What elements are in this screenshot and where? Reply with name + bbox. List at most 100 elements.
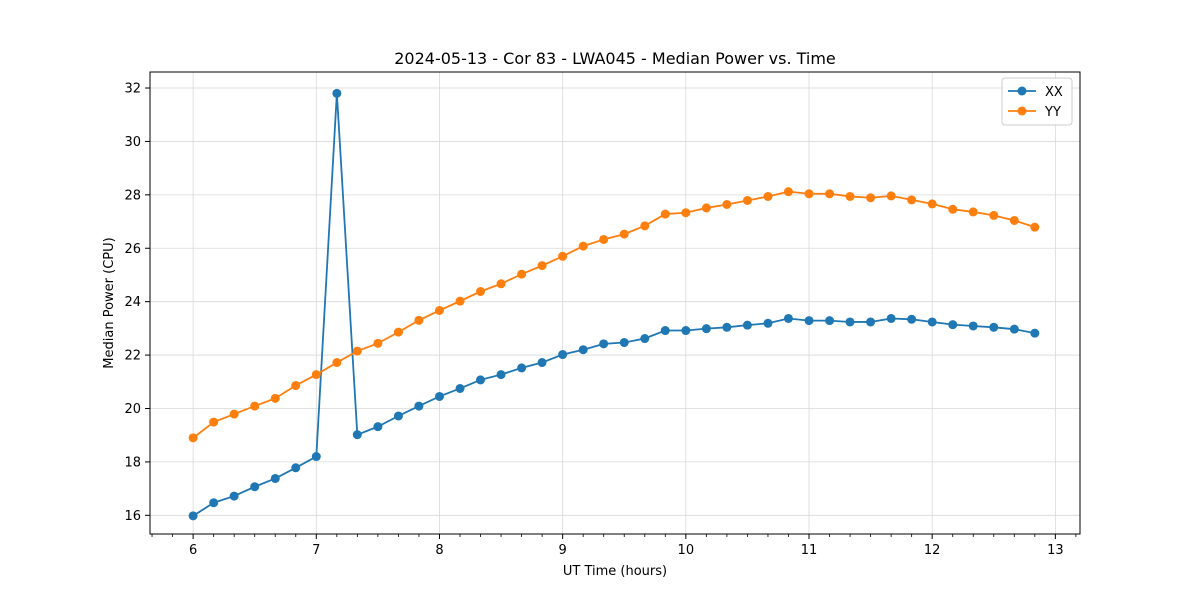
series-xx-point: [640, 334, 650, 344]
y-tick-label: 28: [124, 188, 141, 203]
grid: [150, 72, 1080, 534]
legend-yy-label: YY: [1044, 105, 1061, 120]
series-yy-point: [475, 287, 485, 297]
series-xx-point: [414, 401, 424, 411]
series-layer: [188, 88, 1040, 521]
series-yy-point: [414, 315, 424, 325]
x-tick-label: 11: [801, 543, 818, 558]
series-yy-point: [804, 189, 814, 199]
legend: XX YY: [1001, 77, 1073, 126]
series-xx-point: [455, 383, 465, 393]
series-xx-point: [250, 482, 260, 492]
x-axis-title: UT Time (hours): [563, 564, 667, 579]
series-xx-point: [475, 375, 485, 385]
series-xx-point: [352, 430, 362, 440]
series-yy-point: [619, 229, 629, 239]
series-xx-point: [866, 317, 876, 327]
series-yy-point: [578, 241, 588, 251]
series-xx-point: [742, 320, 752, 330]
series-yy-point: [866, 193, 876, 203]
series-xx-point: [989, 322, 999, 332]
series-yy-point: [209, 417, 219, 427]
series-yy-point: [188, 433, 198, 443]
series-yy-point: [783, 187, 793, 197]
y-tick-label: 22: [124, 349, 141, 364]
series-xx-line: [192, 93, 1035, 517]
series-xx-point: [1009, 324, 1019, 334]
series-xx-point: [291, 463, 301, 473]
series-xx-point: [209, 498, 219, 508]
series-yy-point: [722, 199, 732, 209]
series-xx-point: [948, 320, 958, 330]
series-xx-point: [681, 326, 691, 336]
series-yy-point: [845, 191, 855, 201]
series-xx-point: [968, 321, 978, 331]
series-yy-point: [599, 234, 609, 244]
x-tick-label: 13: [1047, 543, 1064, 558]
series-xx-point: [701, 324, 711, 334]
series-xx-point: [845, 317, 855, 327]
series-yy-point: [886, 191, 896, 201]
series-yy-point: [393, 327, 403, 337]
series-xx-point: [311, 452, 321, 462]
series-yy-point: [455, 296, 465, 306]
series-yy-point: [496, 279, 506, 289]
series-xx-point: [825, 316, 835, 326]
series-yy-point: [270, 393, 280, 403]
series-yy-point: [250, 401, 260, 411]
y-axis-title: Median Power (CPU): [102, 237, 117, 368]
series-xx-point: [907, 314, 917, 324]
series-yy-point: [373, 338, 383, 348]
x-tick-label: 6: [189, 543, 197, 558]
series-yy-point: [291, 381, 301, 391]
series-xx-point: [1030, 328, 1040, 338]
series-yy-point: [968, 207, 978, 217]
series-yy-point: [352, 346, 362, 356]
series-xx-point: [886, 313, 896, 323]
series-yy-point: [948, 204, 958, 214]
series-yy-point: [640, 221, 650, 231]
series-xx-point: [496, 370, 506, 380]
series-xx-point: [537, 358, 547, 368]
series-xx-point: [373, 422, 383, 432]
series-yy-point: [332, 358, 342, 368]
series-xx-point: [434, 391, 444, 401]
series-yy-point: [763, 191, 773, 201]
series-yy-point: [907, 195, 917, 205]
x-tick-label: 7: [312, 543, 320, 558]
series-yy-point: [517, 269, 527, 279]
series-yy-point: [558, 251, 568, 261]
series-xx-point: [270, 473, 280, 483]
y-tick-label: 26: [124, 242, 141, 257]
series-yy-point: [660, 209, 670, 219]
series-yy-point: [537, 261, 547, 271]
series-xx-point: [660, 326, 670, 336]
x-tick-label: 9: [559, 543, 567, 558]
axis-ticks: 6 7 8 9 10 11 12 13 16 18 20 22 24 26 28 30 32: [124, 82, 1077, 558]
series-xx-point: [722, 322, 732, 332]
series-xx-point: [393, 411, 403, 421]
series-xx-point: [804, 316, 814, 326]
plot-frame: [149, 71, 1081, 535]
series-yy-point: [229, 409, 239, 419]
series-xx-point: [783, 313, 793, 323]
series-yy-point: [1009, 215, 1019, 225]
x-tick-label: 8: [435, 543, 443, 558]
series-xx-point: [332, 88, 342, 98]
y-tick-label: 20: [124, 402, 141, 417]
series-yy-point: [434, 305, 444, 315]
series-xx-point: [763, 318, 773, 328]
series-xx-point: [558, 350, 568, 360]
y-tick-label: 18: [124, 455, 141, 470]
legend-xx-label: XX: [1045, 85, 1063, 100]
series-yy-point: [927, 199, 937, 209]
series-yy-point: [681, 208, 691, 218]
series-yy-point: [989, 210, 999, 220]
y-tick-label: 24: [124, 295, 141, 310]
series-xx-point: [619, 338, 629, 348]
x-tick-label: 12: [924, 543, 941, 558]
series-yy-point: [1030, 222, 1040, 232]
series-yy-point: [701, 203, 711, 213]
series-yy-point: [311, 370, 321, 380]
